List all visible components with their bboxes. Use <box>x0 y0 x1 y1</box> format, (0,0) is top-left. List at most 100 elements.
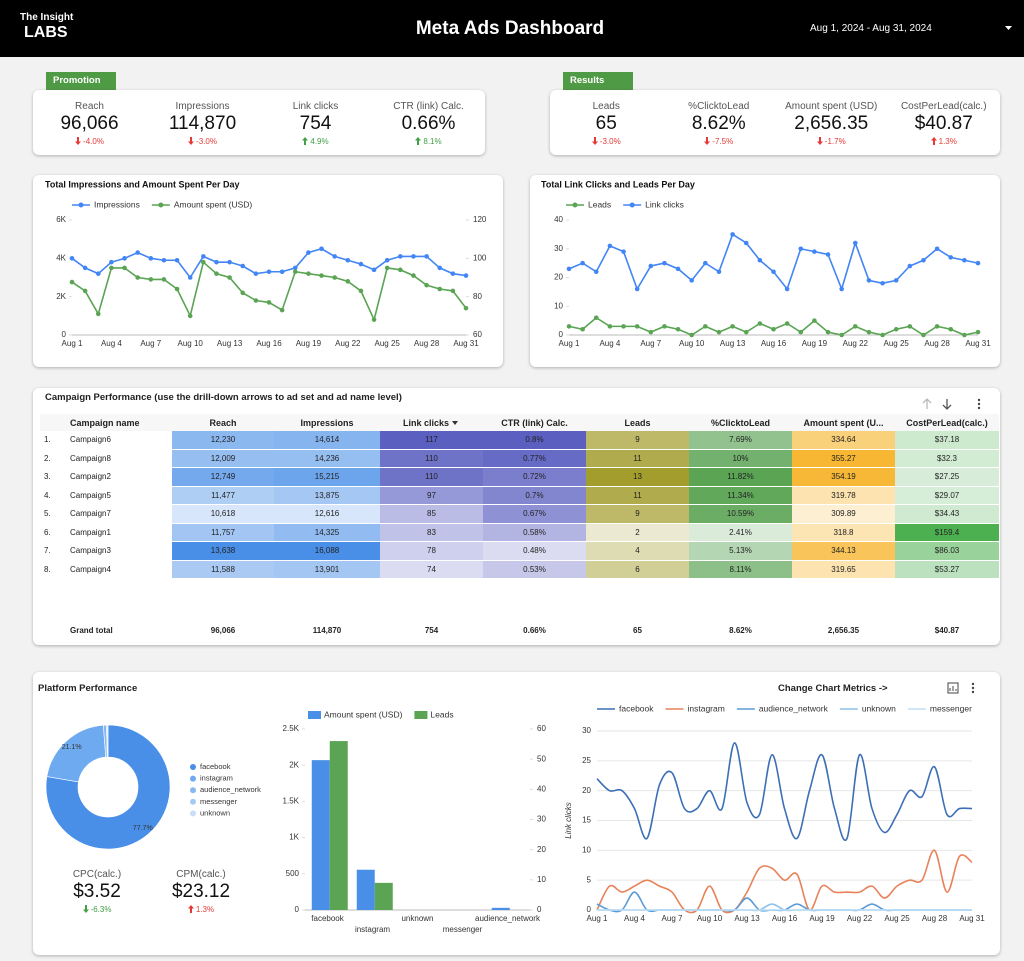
kpi-label: %ClicktoLead <box>688 101 750 112</box>
data-point <box>411 254 416 259</box>
y-tick-label: 20 <box>582 786 591 795</box>
kpi: Reach 96,066 -4.0% <box>33 90 146 155</box>
total-row: Grand total 96,066 114,870 754 0.66% 65 8.62% 2… <box>40 622 999 641</box>
x-tick-label: Aug 28 <box>924 339 950 348</box>
y-tick-label: 1.5K <box>283 797 300 806</box>
data-point <box>69 256 75 261</box>
data-point <box>266 300 272 305</box>
data-point <box>187 275 193 280</box>
x-tick-label: Aug 22 <box>335 339 361 348</box>
trend-arrow <box>591 137 598 145</box>
data-point <box>371 317 377 322</box>
data-point <box>227 275 232 280</box>
legend-dot <box>190 810 196 817</box>
menu-icon[interactable] <box>977 398 981 410</box>
x-tick-label: Aug 7 <box>640 339 661 348</box>
table-row: 5. Campaign7 10,618 12,616 85 0.67% 9 10.59% 309… <box>40 504 999 524</box>
data-point <box>227 259 232 265</box>
x-tick-label: Aug 31 <box>965 339 991 348</box>
table-cell: 16,088 <box>274 541 380 561</box>
sort-up-icon[interactable] <box>922 398 932 410</box>
table-row: 1. Campaign6 12,230 14,614 117 0.8% 9 7.69% 334.… <box>40 431 999 450</box>
data-point <box>148 256 154 261</box>
top-bar: The Insight LABS Meta Ads Dashboard Aug … <box>0 0 1024 57</box>
kpi-delta-value: -3.0% <box>599 137 621 146</box>
y2-tick-label: 20 <box>537 845 546 854</box>
data-point <box>201 259 206 265</box>
menu-icon[interactable] <box>971 682 975 694</box>
legend-dot <box>78 202 84 208</box>
legend-swatch <box>308 711 321 719</box>
y2-tick-label: 80 <box>473 292 482 301</box>
data-point <box>771 269 776 275</box>
total-cell: 754 <box>380 622 483 641</box>
data-point <box>122 256 127 261</box>
table-cell: 13,638 <box>172 541 274 561</box>
data-point <box>580 326 585 332</box>
data-point <box>716 329 722 335</box>
kpi: CPC(calc.) $3.52 -6.3% <box>47 858 147 914</box>
table-cell: 8.11% <box>689 560 792 579</box>
trend-arrow <box>415 137 422 145</box>
table-cell: 11.82% <box>689 467 792 487</box>
data-point <box>921 332 926 338</box>
y-tick-label: 30 <box>554 244 563 253</box>
kpi-label: CostPerLead(calc.) <box>900 101 987 112</box>
table-cell: Campaign3 <box>66 541 172 561</box>
data-point <box>463 305 469 311</box>
trend-arrow <box>82 905 89 913</box>
data-point <box>306 250 311 255</box>
data-point <box>975 329 981 335</box>
kpi-delta: -3.0% <box>550 137 663 146</box>
data-point <box>358 261 364 267</box>
kpi-delta-value: -1.7% <box>824 137 846 146</box>
data-point <box>109 259 114 265</box>
y2-tick-label: 0 <box>537 905 542 914</box>
data-point <box>743 329 749 335</box>
sort-indicator[interactable] <box>452 420 460 426</box>
kpi-value: $40.87 <box>914 113 973 134</box>
row-number: 2. <box>40 449 66 468</box>
data-point <box>812 249 817 254</box>
data-point <box>332 275 337 280</box>
legend-label: Link clicks <box>645 199 684 209</box>
data-point <box>69 279 75 285</box>
data-point <box>648 263 654 269</box>
kpi: CostPerLead(calc.) $40.87 1.3% <box>888 90 1001 155</box>
data-point <box>771 326 776 332</box>
arrow-shape <box>816 137 823 145</box>
column-header: Leads <box>586 414 689 431</box>
table-row: 3. Campaign2 12,749 15,215 110 0.72% 13 11.82% 3… <box>40 467 999 487</box>
y-tick-label: 25 <box>582 756 591 765</box>
trend-arrow <box>187 905 194 913</box>
data-point <box>662 260 667 266</box>
legend-label: Amount spent (USD) <box>174 199 253 209</box>
kpi-delta: -1.7% <box>775 137 888 146</box>
sort-shape <box>452 420 459 425</box>
x-tick-label: Aug 28 <box>922 914 948 923</box>
bar <box>311 760 330 910</box>
table-cell: 11.34% <box>689 486 792 505</box>
date-dropdown[interactable] <box>1005 26 1012 31</box>
total-cell: 0.66% <box>483 622 586 641</box>
metrics-button[interactable]: Change Chart Metrics -> <box>778 683 888 694</box>
bar <box>491 907 510 910</box>
chart-icon[interactable] <box>947 682 959 694</box>
data-point <box>292 269 298 275</box>
x-tick-label: Aug 19 <box>296 339 322 348</box>
kpi-value: 2,656.35 <box>794 113 869 134</box>
data-point <box>398 267 403 273</box>
kpi-label: Link clicks <box>292 101 339 112</box>
x-tick-label: Aug 19 <box>802 339 828 348</box>
table-cell: 0.67% <box>483 504 586 524</box>
sort-down-icon[interactable] <box>942 398 952 410</box>
x-tick-label: Aug 13 <box>217 339 243 348</box>
y-axis-label: Link clicks <box>564 802 573 838</box>
data-point <box>934 246 940 252</box>
y-tick-label: 0 <box>62 330 67 339</box>
data-point <box>122 265 127 271</box>
row-number: 1. <box>40 431 66 450</box>
x-tick-label: unknown <box>401 914 433 923</box>
y2-tick-label: 60 <box>473 330 482 339</box>
date-range[interactable]: Aug 1, 2024 - Aug 31, 2024 <box>810 23 932 34</box>
